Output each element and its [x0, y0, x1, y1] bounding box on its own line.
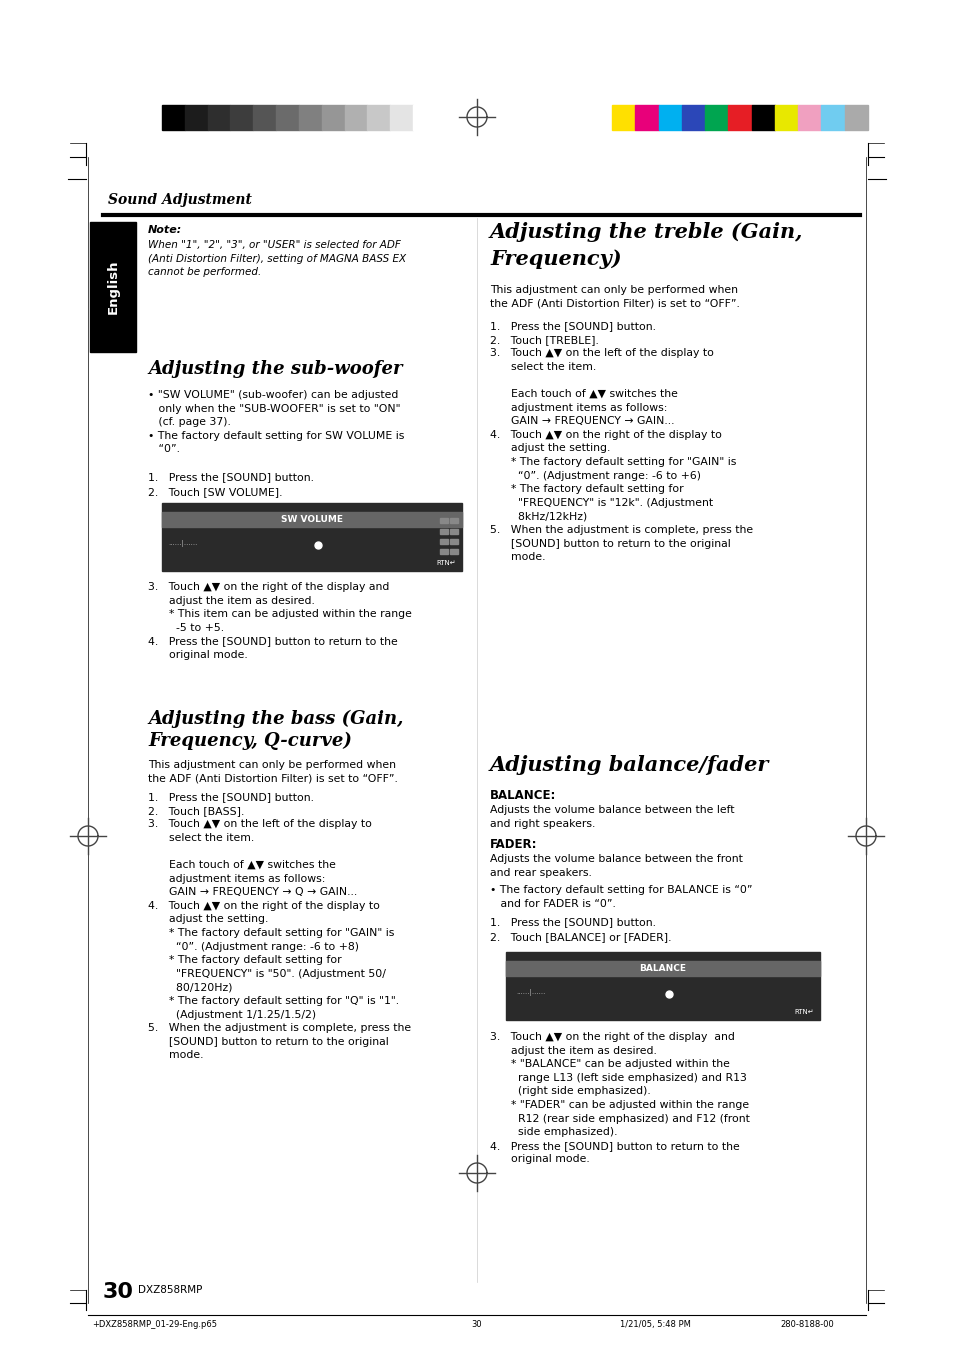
Text: FADER:: FADER:: [490, 838, 537, 851]
Bar: [367, 105, 390, 130]
Text: Note:: Note:: [148, 226, 182, 235]
Bar: [798, 105, 821, 130]
Bar: [390, 105, 413, 130]
Bar: [298, 105, 321, 130]
Text: 1.   Press the [SOUND] button.
2.   Touch [TREBLE].
3.   Touch ▲▼ on the left of: 1. Press the [SOUND] button. 2. Touch [T…: [490, 322, 752, 562]
Bar: [635, 105, 658, 130]
Text: 2.   Touch [SW VOLUME].: 2. Touch [SW VOLUME].: [148, 486, 282, 497]
Text: This adjustment can only be performed when
the ADF (Anti Distortion Filter) is s: This adjustment can only be performed wh…: [148, 761, 397, 784]
Text: 3.   Touch ▲▼ on the right of the display  and
      adjust the item as desired.: 3. Touch ▲▼ on the right of the display …: [490, 1032, 749, 1165]
Bar: [450, 549, 457, 554]
Bar: [162, 105, 185, 130]
Text: Adjusts the volume balance between the front
and rear speakers.: Adjusts the volume balance between the f…: [490, 854, 742, 878]
Text: RTN↵: RTN↵: [794, 1009, 813, 1015]
Text: 1.   Press the [SOUND] button.
2.   Touch [BASS].
3.   Touch ▲▼ on the left of t: 1. Press the [SOUND] button. 2. Touch [B…: [148, 792, 411, 1061]
Text: Frequency): Frequency): [490, 249, 621, 269]
Bar: [162, 512, 461, 527]
Bar: [439, 528, 448, 534]
Bar: [505, 952, 820, 1020]
Text: 30: 30: [471, 1320, 482, 1329]
Text: Frequency, Q-curve): Frequency, Q-curve): [148, 732, 352, 750]
Bar: [658, 105, 681, 130]
Text: English: English: [107, 259, 119, 315]
Bar: [439, 519, 448, 523]
Bar: [253, 105, 275, 130]
Text: • The factory default setting for BALANCE is “0”
   and for FADER is “0”.: • The factory default setting for BALANC…: [490, 885, 752, 909]
Bar: [450, 519, 457, 523]
Bar: [774, 105, 798, 130]
Text: ......|......: ......|......: [168, 540, 197, 547]
Text: DXZ858RMP: DXZ858RMP: [138, 1285, 202, 1296]
Text: SW VOLUME: SW VOLUME: [281, 515, 343, 524]
Text: 1.   Press the [SOUND] button.: 1. Press the [SOUND] button.: [490, 917, 656, 927]
Text: This adjustment can only be performed when
the ADF (Anti Distortion Filter) is s: This adjustment can only be performed wh…: [490, 285, 740, 308]
Bar: [450, 539, 457, 544]
Bar: [344, 105, 367, 130]
Bar: [413, 105, 436, 130]
Text: 2.   Touch [BALANCE] or [FADER].: 2. Touch [BALANCE] or [FADER].: [490, 932, 671, 942]
Text: RTN↵: RTN↵: [436, 559, 456, 566]
Text: Adjusting the treble (Gain,: Adjusting the treble (Gain,: [490, 222, 802, 242]
Bar: [704, 105, 727, 130]
Bar: [681, 105, 704, 130]
Text: 3.   Touch ▲▼ on the right of the display and
      adjust the item as desired.
: 3. Touch ▲▼ on the right of the display …: [148, 582, 412, 661]
Text: Sound Adjustment: Sound Adjustment: [108, 193, 252, 207]
Bar: [231, 105, 253, 130]
Bar: [751, 105, 774, 130]
Text: 30: 30: [103, 1282, 133, 1302]
Bar: [275, 105, 298, 130]
Bar: [439, 539, 448, 544]
Bar: [321, 105, 344, 130]
Bar: [162, 503, 461, 571]
Text: • "SW VOLUME" (sub-woofer) can be adjusted
   only when the "SUB-WOOFER" is set : • "SW VOLUME" (sub-woofer) can be adjust…: [148, 390, 404, 454]
Bar: [821, 105, 843, 130]
Text: +DXZ858RMP_01-29-Eng.p65: +DXZ858RMP_01-29-Eng.p65: [91, 1320, 216, 1329]
Bar: [505, 961, 820, 975]
Bar: [185, 105, 208, 130]
Text: BALANCE:: BALANCE:: [490, 789, 556, 802]
Bar: [843, 105, 867, 130]
Text: BALANCE: BALANCE: [639, 963, 686, 973]
Text: Adjusting balance/fader: Adjusting balance/fader: [490, 755, 768, 775]
Text: ......|......: ......|......: [516, 989, 545, 996]
Text: 1.   Press the [SOUND] button.: 1. Press the [SOUND] button.: [148, 471, 314, 482]
Bar: [439, 549, 448, 554]
Text: Adjusting the sub-woofer: Adjusting the sub-woofer: [148, 359, 402, 378]
Bar: [208, 105, 231, 130]
Bar: [450, 528, 457, 534]
Bar: [90, 222, 136, 353]
Text: 280-8188-00: 280-8188-00: [780, 1320, 833, 1329]
Text: When "1", "2", "3", or "USER" is selected for ADF
(Anti Distortion Filter), sett: When "1", "2", "3", or "USER" is selecte…: [148, 240, 406, 277]
Text: 1/21/05, 5:48 PM: 1/21/05, 5:48 PM: [619, 1320, 690, 1329]
Text: Adjusts the volume balance between the left
and right speakers.: Adjusts the volume balance between the l…: [490, 805, 734, 828]
Text: Adjusting the bass (Gain,: Adjusting the bass (Gain,: [148, 711, 403, 728]
Bar: [727, 105, 751, 130]
Bar: [612, 105, 635, 130]
